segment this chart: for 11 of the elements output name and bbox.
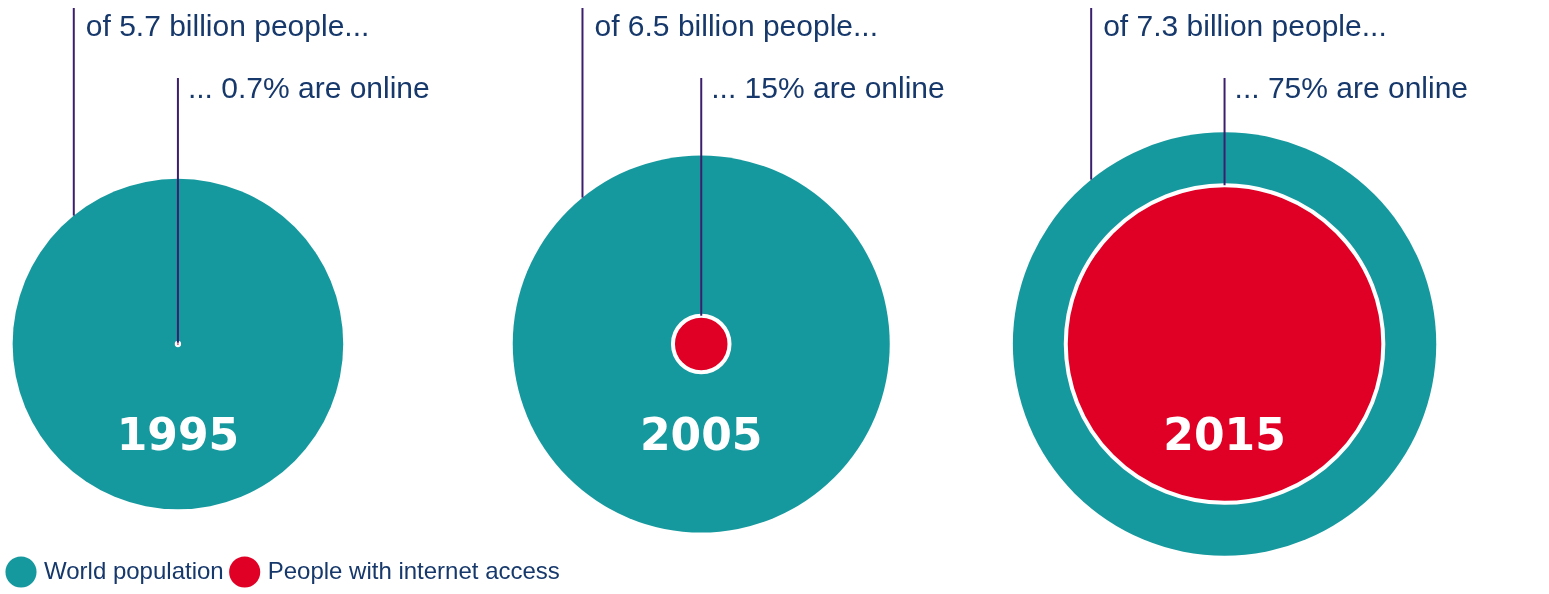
category-label: 1995 — [116, 409, 240, 461]
category-label: 2005 — [640, 409, 763, 461]
data-label: ... 75% are online — [1234, 71, 1469, 105]
legend-label: World population — [44, 556, 224, 584]
data-label: ... 0.7% are online — [187, 71, 430, 105]
data-label: of 5.7 billion people... — [85, 9, 370, 43]
data-label: of 7.3 billion people... — [1103, 9, 1387, 43]
data-label: ... 15% are online — [711, 71, 945, 105]
legend-label: People with internet access — [267, 556, 560, 584]
data-label: of 6.5 billion people... — [594, 9, 879, 43]
category-label: 2015 — [1163, 409, 1286, 461]
